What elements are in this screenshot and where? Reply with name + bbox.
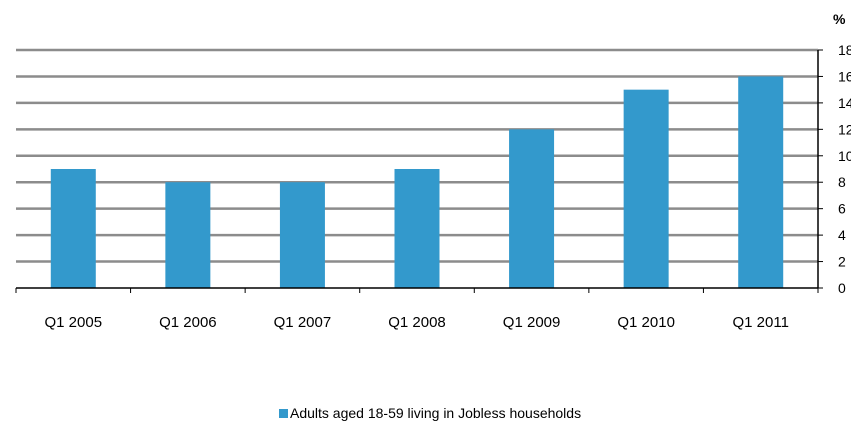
y-tick-label: 12 — [838, 121, 851, 137]
bar — [279, 182, 325, 288]
legend: Adults aged 18-59 living in Jobless hous… — [279, 405, 581, 421]
x-tick-label: Q1 2005 — [45, 314, 103, 331]
x-tick-label: Q1 2006 — [159, 314, 217, 331]
gridlines — [16, 48, 818, 263]
x-tick-labels: Q1 2005 Q1 2006 Q1 2007 Q1 2008 Q1 2009 Q1 20… — [45, 314, 789, 331]
y-tick-label: 10 — [838, 148, 851, 164]
y-tick-label: 18 — [838, 42, 851, 58]
y-tick-label: 2 — [838, 254, 846, 270]
y-tick-label: 14 — [838, 95, 851, 111]
x-tick-label: Q1 2009 — [503, 314, 561, 331]
y-tick-label: 8 — [838, 174, 846, 190]
y-tick-label: 16 — [838, 68, 851, 84]
bar — [623, 89, 669, 289]
y-tick-labels: 0 2 4 6 8 10 12 14 16 18 — [838, 42, 851, 296]
bar — [165, 182, 211, 288]
y-tick-label: 0 — [838, 280, 846, 296]
bar — [738, 76, 784, 288]
legend-label: Adults aged 18-59 living in Jobless hous… — [290, 405, 581, 421]
bar — [394, 169, 440, 288]
x-tick-label: Q1 2010 — [617, 314, 675, 331]
x-tick-label: Q1 2008 — [388, 314, 446, 331]
legend-swatch — [279, 409, 288, 418]
axes — [15, 49, 823, 293]
y-tick-label: 4 — [838, 227, 846, 243]
y-tick-label: 6 — [838, 201, 846, 217]
bars — [50, 76, 784, 289]
x-tick-label: Q1 2011 — [732, 314, 788, 331]
x-tick-label: Q1 2007 — [274, 314, 332, 331]
bar — [50, 169, 96, 288]
y-unit-label: % — [833, 11, 846, 27]
bar — [509, 129, 555, 288]
